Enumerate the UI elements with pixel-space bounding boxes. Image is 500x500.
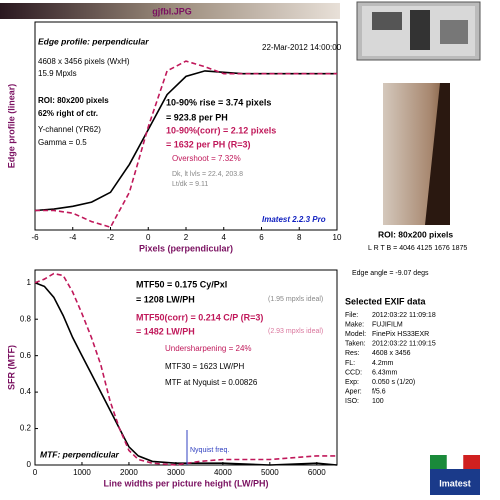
note: = 923.8 per PH — [166, 112, 228, 122]
note: Dk, lt lvls = 22.4, 203.8 — [172, 171, 243, 178]
y-axis-label: Edge profile (linear) — [6, 84, 16, 169]
x-tick-label: 0 — [146, 233, 151, 242]
exif-title: Selected EXIF data — [345, 296, 427, 306]
thumbnail-content — [372, 12, 402, 30]
note: Nyquist freq. — [190, 447, 229, 454]
exif-value: 4.2mm — [372, 360, 394, 367]
exif-key: Res: — [345, 350, 359, 357]
note: = 1482 LW/PH — [136, 326, 195, 336]
note: (1.95 mpxls ideal) — [268, 296, 323, 303]
x-tick-label: 10 — [333, 233, 342, 242]
exif-value: 100 — [372, 398, 384, 405]
gray-bar — [0, 3, 340, 19]
exif-value: FUJIFILM — [372, 321, 403, 328]
note: Overshoot = 7.32% — [172, 154, 241, 163]
chart: 0 1000 2000 3000 4000 5000 6000 0 0.2 0.4 0.6 0.8 1 M… — [6, 269, 338, 488]
x-axis-label: Pixels (perpendicular) — [139, 243, 233, 253]
x-tick-label: 4 — [222, 233, 227, 242]
exif-key: CCD: — [345, 369, 362, 376]
exif-value: f/5.6 — [372, 389, 386, 396]
exif-key: File: — [345, 312, 358, 319]
note: = 1632 per PH (R=3) — [166, 139, 251, 149]
chart-title: MTF: perpendicular — [40, 449, 120, 459]
note: Imatest 2.2.3 Pro — [262, 215, 326, 224]
x-tick-label: 2 — [184, 233, 189, 242]
x-tick-label: -6 — [31, 233, 39, 242]
note: Undersharpening = 24% — [165, 344, 252, 353]
roi: ROI: 80x200 pixels — [378, 229, 453, 239]
exif-key: Taken: — [345, 341, 366, 348]
note: MTF at Nyquist = 0.00826 — [165, 378, 258, 387]
note: Gamma = 0.5 — [38, 138, 87, 147]
thumbnail-content — [440, 20, 468, 44]
y-tick-label: 0.8 — [20, 314, 32, 323]
exif-key: Exp: — [345, 379, 359, 386]
exif-key: FL: — [345, 360, 355, 367]
series-line — [35, 60, 337, 229]
note: Lt/dk = 9.11 — [172, 181, 208, 188]
x-tick-label: 3000 — [167, 468, 185, 477]
chart-title: Edge profile: perpendicular — [38, 36, 149, 46]
note: 4608 x 3456 pixels (WxH) — [38, 57, 130, 66]
exif-value: 2012:03:22 11:09:18 — [372, 312, 436, 319]
y-tick-label: 0 — [27, 460, 32, 469]
x-tick-label: -4 — [69, 233, 77, 242]
exif-value: 6.43mm — [372, 369, 397, 376]
x-tick-label: 8 — [297, 233, 302, 242]
plot-area — [34, 269, 338, 466]
note: 22-Mar-2012 14:00:00 — [262, 43, 342, 52]
notes: 22-Mar-2012 14:00:00 4608 x 3456 pixels … — [38, 43, 342, 465]
exif-key: Make: — [345, 321, 364, 328]
x-tick-label: 6 — [259, 233, 264, 242]
note: (2.93 mpxls ideal) — [268, 328, 323, 335]
y-tick-label: 0.2 — [20, 424, 32, 433]
note: MTF50(corr) = 0.214 C/P (R=3) — [136, 312, 263, 322]
exif-key: ISO: — [345, 398, 359, 405]
x-tick-label: 4000 — [214, 468, 232, 477]
side-panel: ROI: 80x200 pixels L R T B = 4046 4125 1… — [345, 1, 481, 495]
y-tick-label: 1 — [27, 278, 32, 287]
exif-value: 4608 x 3456 — [372, 350, 411, 357]
exif-value: FinePix HS33EXR — [372, 331, 429, 338]
note: ROI: 80x200 pixels — [38, 96, 109, 105]
logo-text: Imatest — [439, 478, 471, 488]
x-tick-label: 1000 — [73, 468, 91, 477]
note: 10-90% rise = 3.74 pixels — [166, 97, 271, 107]
exif-key: Aper: — [345, 389, 362, 396]
note: 62% right of ctr. — [38, 109, 98, 118]
exif-value: 0.050 s (1/20) — [372, 379, 415, 386]
y-axis-label: SFR (MTF) — [6, 345, 16, 390]
y-tick-label: 0.6 — [20, 351, 32, 360]
title: gjfbl.JPG — [152, 6, 192, 16]
x-tick-label: 0 — [33, 468, 38, 477]
note: Y-channel (YR62) — [38, 125, 101, 134]
exif-value: 2012:03:22 11:09:15 — [372, 341, 436, 348]
chart: -6 -4 -2 0 2 4 6 8 10 Edge profile: perpendicular… — [6, 21, 342, 253]
note: = 1208 LW/PH — [136, 294, 195, 304]
note: MTF50 = 0.175 Cy/Pxl — [136, 279, 227, 289]
note: 10-90%(corr) = 2.12 pixels — [166, 125, 276, 135]
edge-angle: Edge angle = -9.07 degs — [352, 270, 429, 277]
x-tick-label: -2 — [107, 233, 115, 242]
x-tick-label: 5000 — [261, 468, 279, 477]
x-axis-label: Line widths per picture height (LW/PH) — [103, 478, 268, 488]
x-tick-label: 6000 — [308, 468, 326, 477]
note: MTF30 = 1623 LW/PH — [165, 362, 244, 371]
exif-key: Model: — [345, 331, 366, 338]
lrtb: L R T B = 4046 4125 1676 1875 — [368, 245, 467, 252]
y-tick-label: 0.4 — [20, 387, 32, 396]
series-line — [34, 272, 337, 466]
x-tick-label: 2000 — [120, 468, 138, 477]
logo-flag — [430, 455, 480, 469]
note: 15.9 Mpxls — [38, 69, 77, 78]
roi-edge — [425, 83, 450, 225]
thumbnail-content — [410, 10, 430, 50]
plot-area — [34, 21, 338, 231]
